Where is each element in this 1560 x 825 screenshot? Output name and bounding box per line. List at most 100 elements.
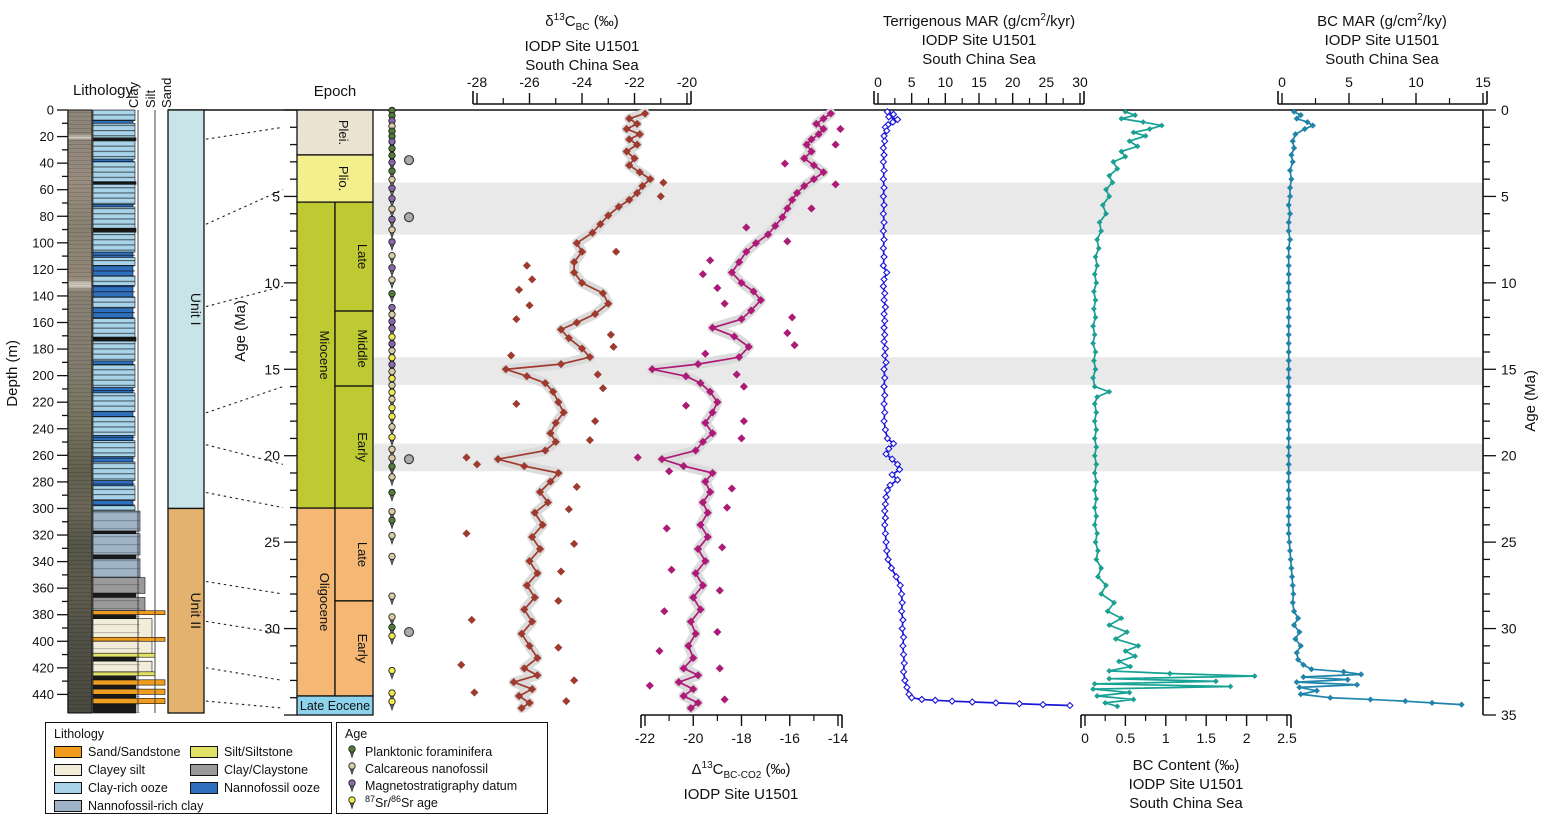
age-legend-item: Planktonic foraminifera	[345, 743, 539, 760]
data-point	[1131, 653, 1139, 660]
data-point-outlier	[700, 349, 710, 359]
svg-text:20: 20	[1501, 448, 1517, 464]
data-point	[881, 426, 890, 434]
data-point	[1290, 590, 1297, 598]
svg-text:40: 40	[40, 156, 54, 171]
data-point	[1285, 443, 1293, 451]
data-point	[884, 113, 893, 121]
svg-text:-22: -22	[624, 74, 644, 90]
data-point	[1114, 165, 1121, 172]
data-point-outlier	[593, 370, 603, 379]
svg-text:120: 120	[32, 262, 54, 277]
data-point	[1285, 486, 1293, 494]
axis-terr: 0 5 10 15 20 25 30	[873, 74, 1088, 105]
svg-text:Late Eocene: Late Eocene	[300, 699, 370, 713]
age-datum-pin-icon	[388, 205, 396, 219]
data-point-outlier	[514, 285, 524, 295]
data-point	[880, 330, 889, 339]
age-datum-pin-icon	[388, 252, 396, 266]
chart-title-bccontent: BC Content (‰) IODP Site U1501 South Chi…	[1061, 756, 1311, 813]
data-point	[691, 568, 701, 578]
data-point	[931, 696, 940, 705]
svg-text:Late: Late	[355, 542, 370, 567]
svg-text:80: 80	[40, 209, 54, 224]
data-point	[1102, 210, 1110, 217]
data-point	[1285, 244, 1293, 252]
data-point	[622, 124, 631, 134]
data-point	[514, 691, 524, 701]
data-point	[882, 547, 891, 555]
data-point	[1118, 615, 1125, 622]
svg-text:5: 5	[1345, 74, 1353, 90]
data-point	[1288, 573, 1296, 581]
data-point	[1290, 108, 1298, 116]
svg-text:10: 10	[1408, 74, 1424, 90]
data-point	[880, 365, 888, 374]
lithology-legend-item: Clay/Claystone	[190, 761, 323, 779]
series-bcc	[1089, 108, 1258, 710]
data-point	[705, 487, 715, 497]
data-point	[1126, 689, 1133, 696]
data-point	[696, 378, 705, 388]
lithology-legend: Lithology Sand/Sandstone Clayey silt Clay-…	[45, 722, 332, 814]
chart-title-D13c-line1: Δ13CBC-CO2 (‰)	[691, 760, 791, 781]
data-point-outlier	[554, 596, 563, 606]
data-point	[1285, 469, 1293, 477]
data-point	[533, 568, 542, 578]
data-point	[645, 174, 655, 184]
data-point	[688, 653, 698, 663]
data-point	[1089, 685, 1097, 693]
data-point	[698, 498, 708, 507]
data-point	[585, 352, 595, 362]
data-point	[992, 699, 1000, 707]
chart-title-bccontent-line1: BC Content (‰)	[1132, 757, 1240, 774]
data-point	[1285, 270, 1293, 278]
age-datum-pin-icon	[348, 744, 356, 758]
data-point	[880, 507, 889, 515]
data-point	[1297, 690, 1305, 698]
data-point	[898, 598, 907, 607]
data-point	[1106, 621, 1113, 629]
data-point	[700, 418, 710, 428]
data-point	[1066, 701, 1074, 710]
epoch-box	[296, 507, 336, 697]
data-point	[624, 195, 634, 205]
data-point	[744, 342, 754, 352]
data-point	[880, 235, 888, 244]
epoch-sub-box	[334, 507, 374, 602]
data-point-outlier	[527, 275, 537, 284]
data-point	[1285, 409, 1293, 416]
svg-text:25: 25	[264, 534, 280, 550]
data-point	[1093, 236, 1101, 243]
data-point	[1285, 201, 1293, 209]
svg-text:Late: Late	[355, 244, 370, 269]
age-datum-pin-icon	[388, 462, 396, 476]
lithology-swatch	[54, 782, 82, 794]
data-point	[892, 572, 900, 581]
data-point-outlier	[727, 484, 737, 493]
lithology-legend-item: Clay-rich ooze	[54, 779, 190, 797]
data-point	[809, 160, 819, 170]
data-point	[1091, 435, 1098, 442]
data-point	[1091, 487, 1098, 494]
tie-point-circles	[403, 155, 415, 638]
data-point	[1093, 495, 1100, 503]
data-point	[708, 408, 717, 417]
data-point	[882, 358, 890, 367]
data-point	[1285, 322, 1293, 330]
data-point	[880, 137, 889, 145]
data-point	[693, 698, 703, 708]
svg-text:180: 180	[32, 342, 54, 357]
svg-text:240: 240	[32, 421, 54, 436]
age-datum-pin-icon	[388, 632, 396, 646]
data-point	[1093, 461, 1100, 468]
data-point-outlier	[737, 434, 746, 443]
unit-box	[167, 507, 205, 714]
data-point	[881, 123, 890, 132]
data-point	[879, 209, 888, 218]
svg-text:15: 15	[264, 361, 280, 377]
tie-point-circle	[403, 155, 415, 166]
data-point-outlier	[656, 192, 666, 201]
data-point-outlier	[739, 382, 749, 391]
data-point	[879, 244, 888, 253]
